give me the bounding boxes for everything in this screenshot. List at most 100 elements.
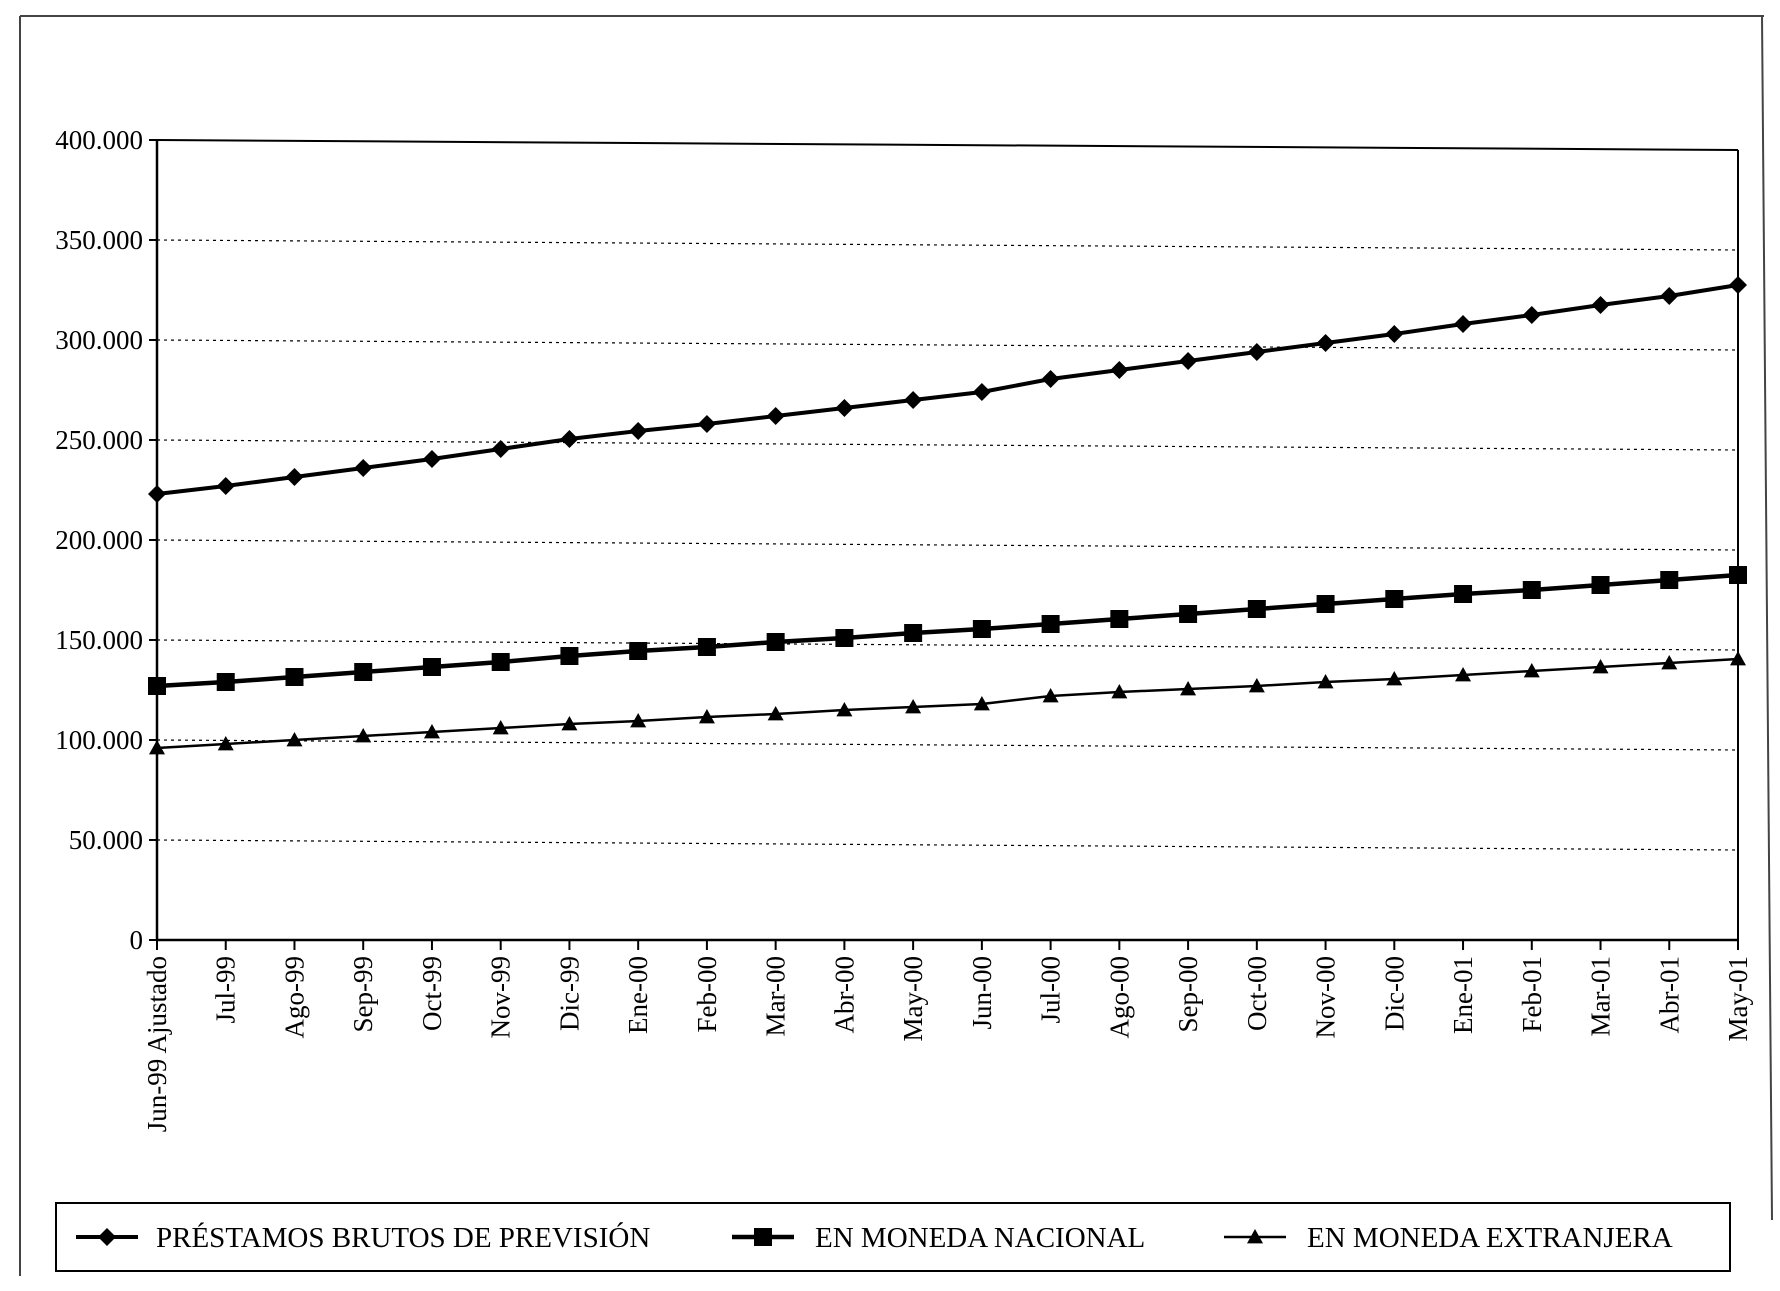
x-tick-label: Oct-00	[1242, 956, 1272, 1031]
data-point-square	[1591, 576, 1610, 594]
data-point-triangle	[1248, 678, 1265, 693]
data-point-square	[1316, 595, 1335, 613]
legend-marker-square	[754, 1228, 772, 1246]
data-point-square	[285, 668, 304, 686]
data-point-triangle	[1317, 674, 1334, 689]
x-tick-label: Mar-01	[1586, 956, 1616, 1036]
data-point-square	[216, 673, 235, 691]
data-point-triangle	[561, 716, 578, 731]
x-tick-label: Jul-99	[211, 956, 241, 1024]
legend-entry: EN MONEDA NACIONAL	[732, 1222, 1145, 1254]
data-point-diamond	[629, 422, 648, 440]
y-tick-label: 350.000	[55, 225, 143, 255]
legend-entry: PRÉSTAMOS BRUTOS DE PREVISIÓN	[76, 1221, 650, 1254]
data-point-triangle	[423, 724, 440, 739]
data-point-diamond	[1316, 334, 1335, 352]
gridline	[156, 739, 1739, 751]
x-tick-label: Sep-99	[348, 956, 378, 1033]
data-point-diamond	[904, 391, 923, 409]
data-point-triangle	[355, 728, 372, 743]
data-point-triangle	[698, 709, 715, 724]
data-point-square	[354, 663, 373, 681]
data-point-square	[904, 624, 923, 642]
y-tick-label: 400.000	[55, 125, 143, 155]
legend-marker-diamond	[98, 1228, 116, 1246]
gridline	[156, 539, 1739, 551]
data-point-triangle	[149, 740, 165, 755]
data-point-triangle	[973, 696, 990, 711]
data-point-triangle	[1592, 659, 1609, 674]
data-point-triangle	[1042, 688, 1059, 703]
gridline	[156, 639, 1739, 651]
x-tick-label: Ene-01	[1448, 956, 1478, 1034]
x-tick-label: Ene-00	[623, 956, 653, 1034]
data-point-square	[629, 642, 648, 660]
data-point-diamond	[1385, 325, 1404, 343]
series-2	[148, 566, 1747, 695]
data-point-diamond	[491, 440, 510, 458]
data-point-triangle	[1111, 684, 1128, 699]
y-tick-label: 200.000	[55, 525, 143, 555]
data-point-triangle	[286, 732, 303, 747]
y-tick-label: 150.000	[55, 625, 143, 655]
data-point-triangle	[630, 713, 647, 728]
data-point-square	[972, 620, 991, 638]
data-point-square	[1179, 605, 1198, 623]
data-point-diamond	[285, 468, 304, 486]
data-point-diamond	[216, 477, 235, 495]
data-point-diamond	[148, 485, 166, 503]
data-point-triangle	[1523, 663, 1540, 678]
data-point-square	[1729, 566, 1747, 584]
data-point-square	[1522, 581, 1541, 599]
series-line	[156, 283, 1739, 496]
data-point-triangle	[905, 699, 922, 714]
data-point-triangle	[1455, 667, 1472, 682]
axis-layer: 0 50.000 100.000 150.000 200.000 250.000 300.0…	[55, 125, 1753, 1132]
legend-box	[55, 1202, 1731, 1272]
data-point-diamond	[697, 415, 716, 433]
data-point-square	[560, 647, 579, 665]
data-point-square	[422, 658, 441, 676]
data-point-diamond	[1454, 315, 1473, 333]
y-tick-label: 50.000	[69, 825, 143, 855]
x-tick-label: Ago-99	[279, 956, 309, 1039]
y-tick-label: 300.000	[55, 325, 143, 355]
data-point-square	[1041, 615, 1060, 633]
x-tick-label: Nov-00	[1311, 956, 1341, 1039]
series-1	[148, 276, 1747, 503]
data-point-diamond	[972, 383, 991, 401]
x-tick-label: May-00	[898, 956, 928, 1041]
scan-border-right	[1761, 15, 1773, 1221]
data-point-diamond	[1179, 352, 1198, 370]
data-point-square	[148, 677, 166, 695]
series-line	[156, 572, 1739, 689]
plot-frame-top	[156, 139, 1739, 151]
data-point-square	[1110, 610, 1129, 628]
y-tick-label: 100.000	[55, 725, 143, 755]
data-point-diamond	[1591, 296, 1610, 314]
gridline	[156, 839, 1739, 851]
data-point-diamond	[1729, 276, 1747, 294]
x-tick-label: Nov-99	[486, 956, 516, 1039]
gridline	[156, 339, 1739, 351]
data-point-triangle	[492, 720, 509, 735]
x-tick-label: Abr-00	[829, 956, 859, 1033]
data-point-diamond	[1041, 370, 1060, 388]
data-point-diamond	[1660, 287, 1679, 305]
legend: PRÉSTAMOS BRUTOS DE PREVISIÓN EN MONEDA N…	[55, 1202, 1731, 1272]
legend-marker-triangle	[1247, 1229, 1263, 1244]
data-point-diamond	[1110, 361, 1129, 379]
x-tick-label: Dic-00	[1379, 956, 1409, 1031]
data-point-diamond	[835, 399, 854, 417]
data-point-square	[697, 638, 716, 656]
x-tick-label: Abr-01	[1654, 956, 1684, 1033]
legend-label: PRÉSTAMOS BRUTOS DE PREVISIÓN	[156, 1221, 650, 1254]
x-tick-label: Jun-99 Ajustado	[142, 956, 172, 1132]
data-point-triangle	[1661, 655, 1678, 670]
y-tick-label: 250.000	[55, 425, 143, 455]
data-point-square	[491, 653, 510, 671]
x-tick-label: Ago-00	[1104, 956, 1134, 1039]
x-tick-label: Sep-00	[1173, 956, 1203, 1033]
series-layer	[148, 276, 1747, 755]
